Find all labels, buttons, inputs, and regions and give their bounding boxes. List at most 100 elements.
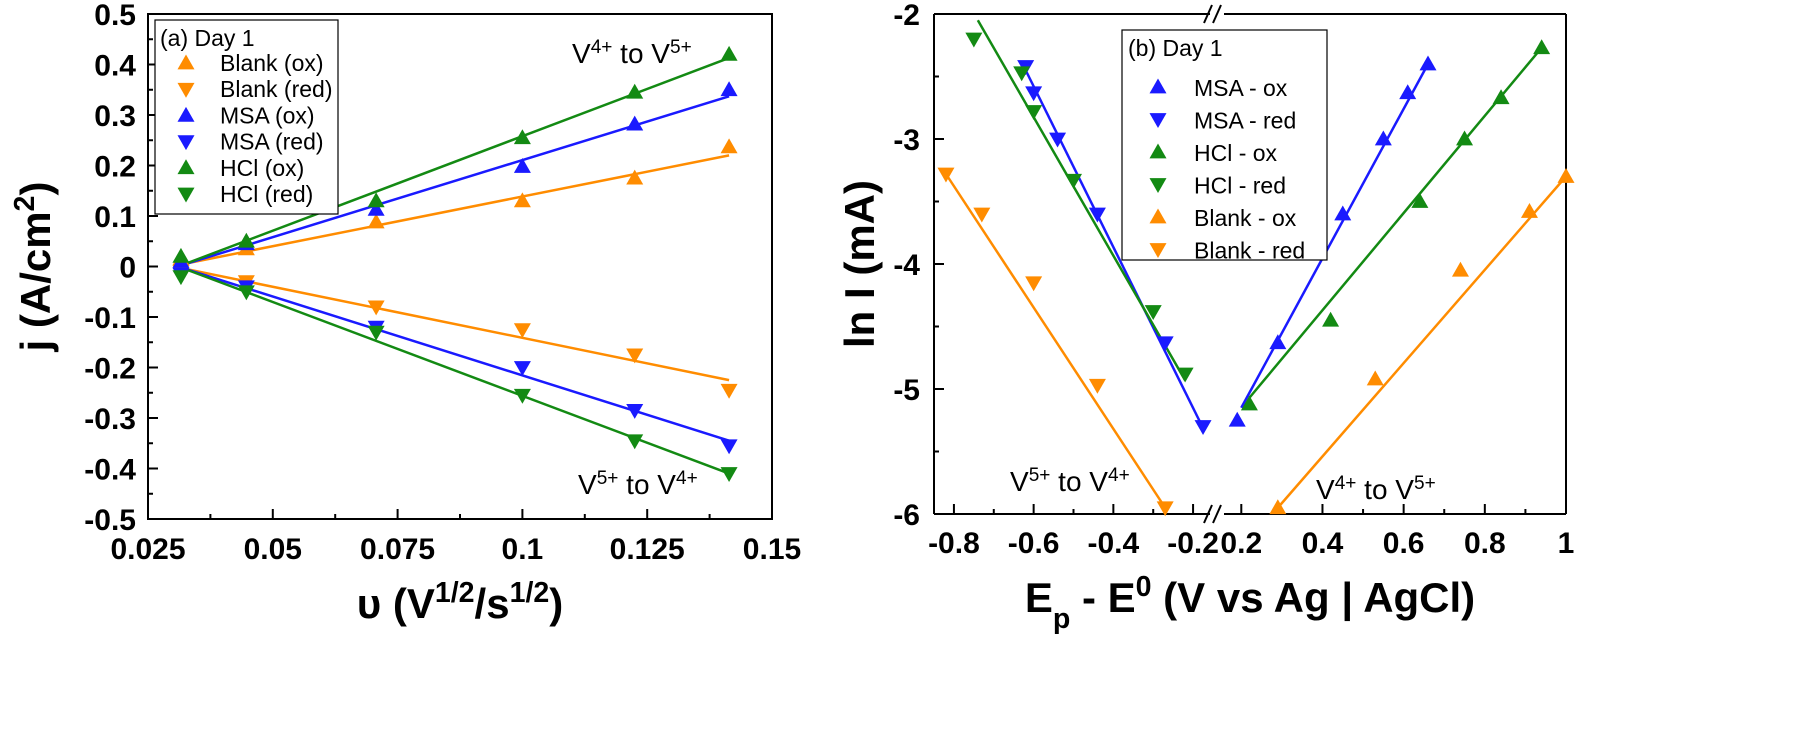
x-tick-label: 0.15	[743, 533, 801, 566]
annotation-bottom-part: V	[578, 469, 597, 500]
x-axis-title: Ep - E0 (V vs Ag | AgCl)	[1025, 571, 1475, 635]
data-point	[1557, 168, 1575, 183]
x-tick-label: 0.2	[1220, 527, 1262, 560]
legend: (b) Day 1 MSA - ox MSA - red HCl - ox HCl - …	[1121, 29, 1328, 264]
legend-label: HCl - ox	[1194, 140, 1278, 166]
panel-a-plot: 0.025 0.05 0.075 0.1 0.125 0.15 0.5 0.4 0.3 0.2 0.…	[9, 0, 801, 627]
data-point	[367, 192, 385, 208]
data-point	[1492, 89, 1510, 105]
legend-marker	[177, 135, 195, 151]
data-point	[720, 81, 738, 97]
x-tick-label: 1	[1558, 527, 1575, 560]
x-axis-title-part: /s	[475, 580, 510, 627]
axis-break-mark	[1212, 4, 1222, 24]
legend-marker	[177, 106, 195, 122]
data-point	[367, 213, 385, 229]
data-point	[1411, 193, 1429, 208]
y-axis-title: j (A/cm2)	[9, 182, 59, 353]
annotation-left-part: to V	[1050, 466, 1108, 497]
data-point	[720, 383, 738, 399]
fit-line-hcl---ox	[1248, 46, 1543, 399]
fit-line-msa---ox	[1240, 63, 1430, 409]
legend-label: HCl (ox)	[220, 155, 304, 181]
annotation-left: V5+ to V4+	[1010, 465, 1130, 498]
legend-label: HCl - red	[1194, 173, 1286, 199]
data-point	[367, 300, 385, 316]
y-tick-label: -5	[893, 374, 920, 407]
data-point	[1419, 55, 1437, 71]
y-tick-label: 0.1	[94, 201, 136, 234]
data-point	[1334, 205, 1352, 221]
legend-marker	[177, 159, 195, 175]
x-axis-title-part: 0	[1136, 571, 1152, 603]
x-axis-title-part: 1/2	[510, 577, 550, 609]
x-axis-title: υ (V1/2/s1/2)	[357, 577, 564, 627]
x-axis-title-part: υ (V	[357, 580, 435, 627]
x-tick-label: -0.8	[928, 527, 980, 560]
data-point	[1194, 420, 1212, 435]
y-axis-title: ln I (mA)	[836, 180, 883, 348]
fit-line-blank--ox-	[180, 154, 730, 266]
data-point	[1366, 370, 1384, 386]
y-tick-label: -6	[893, 499, 920, 532]
annotation-bottom-part: 5+	[597, 468, 619, 489]
data-point	[1374, 130, 1392, 146]
data-point	[1228, 411, 1246, 427]
legend-marker	[1149, 78, 1167, 94]
y-axis-title-part: j (A/cm	[12, 211, 59, 352]
data-point	[1025, 86, 1043, 102]
data-point	[1451, 261, 1469, 277]
legend-label: Blank (ox)	[220, 50, 324, 76]
data-point	[237, 285, 255, 301]
y-axis-title-part: 2	[9, 196, 41, 212]
data-point	[626, 434, 644, 450]
y-tick-label: 0.5	[94, 0, 136, 32]
x-tick-label: -0.2	[1167, 527, 1219, 560]
data-point	[1088, 207, 1106, 223]
x-tick-label: 0.025	[110, 533, 185, 566]
y-tick-label: -0.2	[84, 353, 136, 386]
x-tick-label: 0.6	[1383, 527, 1425, 560]
fit-line-msa--red-	[180, 266, 730, 442]
legend-marker	[177, 54, 195, 70]
x-axis-title-part: - E	[1070, 574, 1135, 621]
x-tick-label: -0.4	[1088, 527, 1140, 560]
data-point	[1456, 130, 1474, 146]
annotation-right-part: to V	[1356, 474, 1414, 505]
data-point	[513, 361, 531, 376]
data-point	[1322, 311, 1340, 327]
fit-line-blank--red-	[180, 266, 730, 382]
data-point	[720, 138, 738, 154]
annotation-right-part: V	[1316, 474, 1335, 505]
x-tick-label: 0.8	[1464, 527, 1506, 560]
data-point	[973, 207, 991, 223]
data-point	[626, 348, 644, 364]
annotation-bottom-part: to V	[618, 469, 676, 500]
axis-break-mark	[1203, 4, 1213, 24]
x-axis-title-part: E	[1025, 574, 1053, 621]
y-tick-label: -3	[893, 124, 920, 157]
legend-marker	[177, 82, 195, 98]
data-point	[937, 167, 955, 183]
y-tick-label: -0.5	[84, 504, 136, 537]
data-point	[720, 467, 738, 483]
legend-label: MSA - red	[1194, 108, 1296, 134]
annotation-top-part: to V	[612, 38, 670, 69]
x-axis-title-part: )	[549, 580, 563, 627]
annotation-left-part: V	[1010, 466, 1029, 497]
fit-line-hcl---red	[976, 19, 1187, 381]
data-point	[513, 323, 531, 339]
legend-label: MSA - ox	[1194, 75, 1288, 101]
legend-label: Blank - red	[1194, 238, 1305, 264]
data-point	[1176, 367, 1194, 383]
y-tick-label: -0.3	[84, 403, 136, 436]
y-axis-title-part: )	[12, 182, 59, 196]
x-axis-title-part: p	[1053, 603, 1070, 635]
annotation-top-part: 4+	[591, 37, 613, 58]
annotation-top-part: 5+	[670, 37, 692, 58]
fit-line-blank---ox	[1276, 175, 1567, 509]
data-point	[1049, 132, 1067, 148]
data-point	[1533, 39, 1551, 55]
data-point	[172, 270, 190, 286]
